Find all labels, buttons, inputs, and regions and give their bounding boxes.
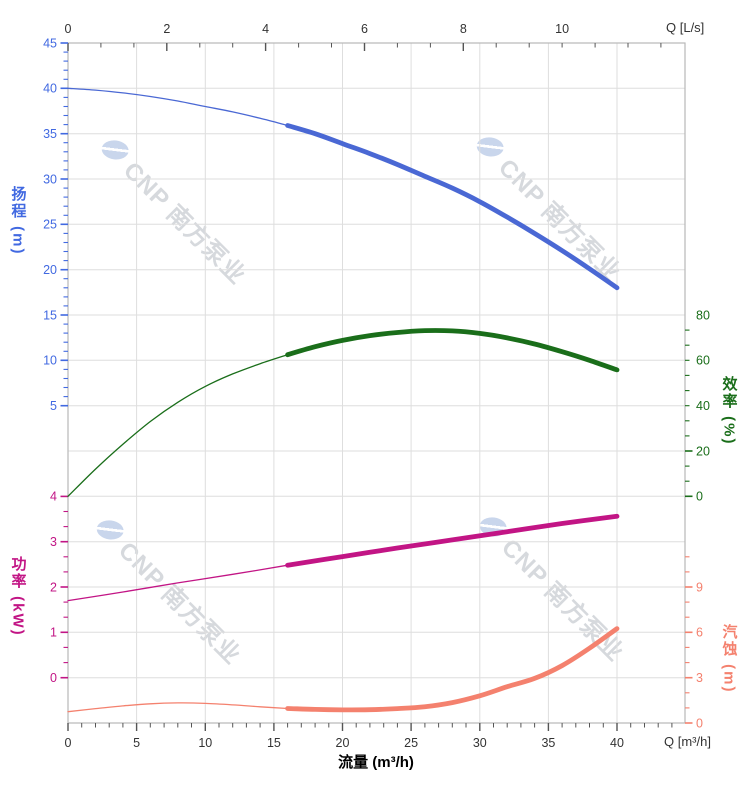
- top-tick-label: 2: [163, 22, 170, 36]
- power-curve: [67, 513, 620, 602]
- top-tick-label: 0: [65, 22, 72, 36]
- npsh-tick-label: 3: [696, 671, 703, 685]
- eff-tick-label: 20: [696, 444, 710, 458]
- bottom-axis-unit-label: Q [m³/h]: [664, 734, 711, 749]
- eff-axis-ticks: 80 60 40 20 0: [685, 308, 710, 504]
- eff-tick-label: 80: [696, 308, 710, 322]
- eff-tick-label: 40: [696, 399, 710, 413]
- head-curve: [67, 87, 620, 291]
- bottom-tick-label: 30: [473, 736, 487, 750]
- bottom-axis-ticks: 0 5 10 15 20 25 30 35 40: [65, 723, 673, 750]
- power-tick-label: 0: [50, 671, 57, 685]
- bottom-tick-label: 25: [404, 736, 418, 750]
- head-tick-label: 30: [43, 172, 57, 186]
- bottom-tick-label: 15: [267, 736, 281, 750]
- plot-border: [67, 42, 686, 724]
- power-tick-label: 1: [50, 626, 57, 640]
- head-axis-title: 扬程 (m): [9, 186, 27, 256]
- eff-tick-label: 0: [696, 490, 703, 504]
- head-tick-label: 20: [43, 263, 57, 277]
- head-tick-label: 45: [43, 36, 57, 50]
- top-tick-label: 10: [555, 22, 569, 36]
- eff-tick-label: 60: [696, 354, 710, 368]
- top-axis-ticks: 0 2 4 6 8 10: [65, 22, 662, 51]
- top-tick-label: 4: [262, 22, 269, 36]
- npsh-tick-label: 6: [696, 626, 703, 640]
- power-tick-label: 2: [50, 580, 57, 594]
- head-tick-label: 15: [43, 308, 57, 322]
- head-axis-ticks: 45 40 35 30 25 20 15 10 5: [43, 36, 68, 413]
- top-axis-unit-label: Q [L/s]: [666, 20, 705, 35]
- npsh-tick-label: 0: [696, 716, 703, 730]
- bottom-tick-label: 35: [541, 736, 555, 750]
- bottom-tick-label: 10: [198, 736, 212, 750]
- bottom-tick-label: 40: [610, 736, 624, 750]
- npsh-axis-title: 汽蚀 (m): [720, 624, 738, 694]
- head-tick-label: 10: [43, 354, 57, 368]
- bottom-tick-label: 20: [336, 736, 350, 750]
- gridlines: [68, 43, 685, 723]
- eff-curve: [67, 328, 620, 497]
- bottom-tick-label: 5: [133, 736, 140, 750]
- power-tick-label: 4: [50, 490, 57, 504]
- top-tick-label: 8: [460, 22, 467, 36]
- npsh-axis-ticks: 9 6 3 0: [685, 556, 703, 730]
- head-tick-label: 40: [43, 82, 57, 96]
- top-tick-label: 6: [361, 22, 368, 36]
- power-tick-label: 3: [50, 535, 57, 549]
- efficiency-axis-title: 效率 (%): [720, 376, 738, 446]
- flow-axis-title: 流量 (m³/h): [338, 754, 414, 771]
- npsh-curve: [67, 626, 620, 713]
- head-tick-label: 25: [43, 218, 57, 232]
- npsh-tick-label: 9: [696, 580, 703, 594]
- power-axis-ticks: 4 3 2 1 0: [50, 490, 68, 685]
- power-axis-title: 功率 (kW): [9, 556, 27, 637]
- head-tick-label: 35: [43, 127, 57, 141]
- bottom-tick-label: 0: [65, 736, 72, 750]
- head-tick-label: 5: [50, 399, 57, 413]
